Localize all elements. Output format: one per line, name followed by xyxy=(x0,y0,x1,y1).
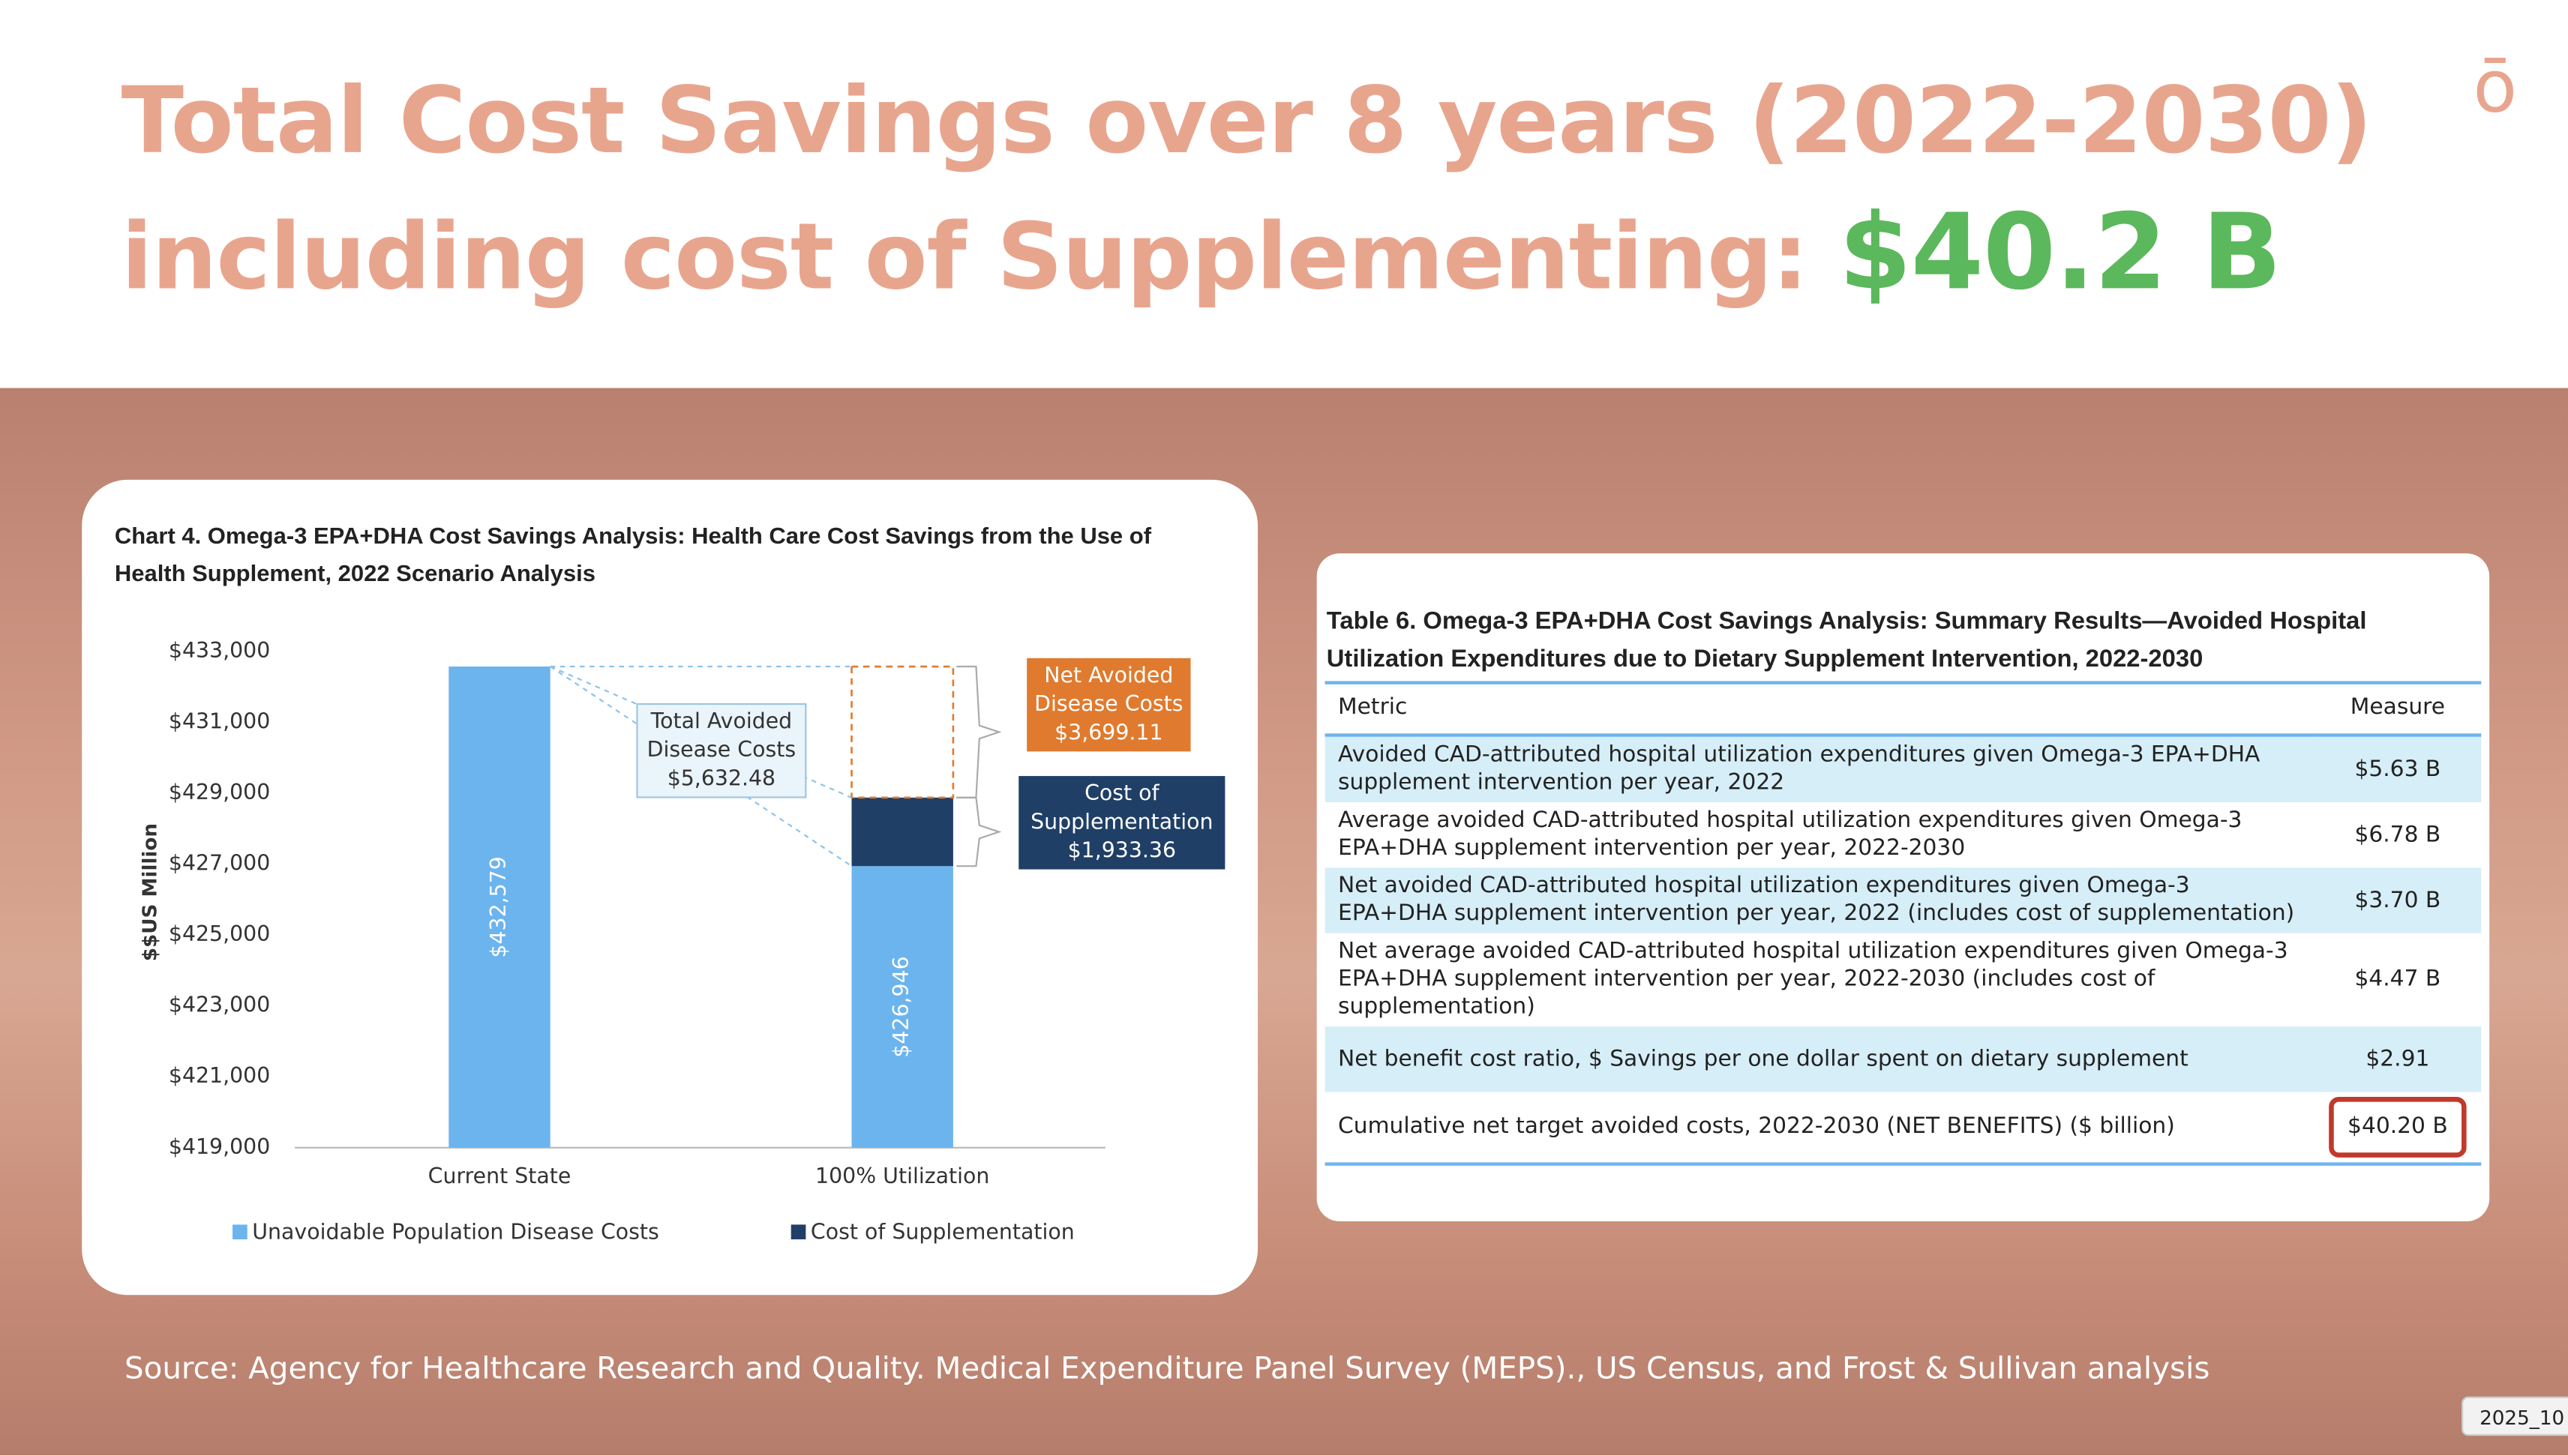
annotation-text: $3,699.11 xyxy=(1054,720,1162,744)
bar-segment xyxy=(851,797,953,867)
table-row: Average avoided CAD-attributed hospital … xyxy=(1325,802,2482,867)
file-tag: 2025_10 xyxy=(2462,1396,2568,1437)
y-tick-label: $423,000 xyxy=(169,993,270,1017)
table-cell: Net benefit cost ratio, $ Savings per on… xyxy=(1324,1026,2314,1092)
annotation-text: $1,933.36 xyxy=(1068,838,1176,863)
header-cell: Metric xyxy=(1324,681,2314,737)
y-tick-label: $429,000 xyxy=(169,780,270,804)
table: Metric Measure Avoided CAD-attributed hos… xyxy=(1324,681,2482,1166)
annotation-text: $5,632.48 xyxy=(668,765,776,790)
chart: $419,000 $421,000 $423,000 $425,000 $427,000… xyxy=(139,638,1226,1244)
y-tick-label: $427,000 xyxy=(169,851,270,876)
table-card: Table 6. Omega-3 EPA+DHA Cost Savings An… xyxy=(1316,553,2490,1222)
header: Total Cost Savings over 8 years (2022-20… xyxy=(0,0,2568,388)
table-cell: Average avoided CAD-attributed hospital … xyxy=(1338,807,2242,861)
y-tick-label: $431,000 xyxy=(169,709,270,734)
bar xyxy=(448,666,550,1148)
annotation-text: Cost of xyxy=(1084,780,1160,805)
bracket xyxy=(956,796,1002,867)
annotation-box xyxy=(1027,658,1191,752)
y-tick-label: $421,000 xyxy=(169,1063,270,1088)
title-highlight: $40.2 B xyxy=(1838,193,2282,315)
table-cell: $40.20 B xyxy=(2314,1092,2482,1166)
table-row: Net avoided CAD-attributed hospital util… xyxy=(1324,867,2482,933)
table-row: Avoided CAD-attributed hospital utilizat… xyxy=(1324,735,2482,802)
annotation-text: Total Avoided xyxy=(650,709,793,733)
y-axis-label: $$US Million xyxy=(139,823,161,961)
source: Source: Agency for Healthcare Research a… xyxy=(124,1352,2210,1387)
y-tick-label: $419,000 xyxy=(169,1134,270,1159)
legend-label: Unavoidable Population Disease Costs xyxy=(252,1219,659,1244)
table-title: Table 6. Omega-3 EPA+DHA Cost Savings An… xyxy=(1326,607,2367,673)
y-tick-label: $433,000 xyxy=(169,638,270,663)
header-cell: Measure xyxy=(2314,681,2482,737)
chart-card: Chart 4. Omega-3 EPA+DHA Cost Savings An… xyxy=(82,479,1258,1296)
legend-swatch xyxy=(790,1224,806,1240)
title-line: Total Cost Savings over 8 years (2022-20… xyxy=(121,68,2373,175)
x-tick-label: 100% Utilization xyxy=(815,1164,989,1188)
table-row: Net benefit cost ratio, $ Savings per on… xyxy=(1324,1026,2482,1092)
table-cell: $6.78 B xyxy=(2354,821,2441,848)
title-line: including cost of Supplementing: $40.2 B xyxy=(122,193,2282,315)
table-cell: Avoided CAD-attributed hospital utilizat… xyxy=(1324,735,2314,802)
bracket xyxy=(956,665,1002,798)
table-cell: Net avoided CAD-attributed hospital util… xyxy=(1324,867,2314,933)
legend-swatch xyxy=(232,1224,248,1240)
bar xyxy=(851,866,953,1148)
annotation-text: Disease Costs xyxy=(647,737,796,762)
annotation-box xyxy=(1018,776,1226,870)
annotation-box xyxy=(636,703,807,798)
chart-title: Chart 4. Omega-3 EPA+DHA Cost Savings An… xyxy=(114,523,1152,588)
title-text: including cost of Supplementing: xyxy=(121,204,1809,311)
annotation-text: Disease Costs xyxy=(1034,691,1184,716)
table-row: Cumulative net target avoided costs, 202… xyxy=(1324,1092,2482,1166)
highlight-cell: $40.20 B xyxy=(2330,1097,2466,1158)
bar-value-label: $432,579 xyxy=(486,856,511,957)
y-tick-label: $425,000 xyxy=(169,921,270,946)
table-cell: $2.91 xyxy=(2314,1026,2482,1092)
table-cell: $5.63 B xyxy=(2314,735,2482,802)
table-cell: Net average avoided CAD-attributed hospi… xyxy=(1338,938,2288,1020)
table-row: Net average avoided CAD-attributed hospi… xyxy=(1325,933,2482,1026)
annotation-text: Net Avoided xyxy=(1044,663,1173,688)
net-avoided-segment xyxy=(850,665,955,799)
table-cell: $4.47 B xyxy=(2354,966,2441,993)
x-tick-label: Current State xyxy=(428,1164,572,1188)
table-cell: Cumulative net target avoided costs, 202… xyxy=(1324,1092,2314,1166)
logo: ō xyxy=(2473,46,2518,130)
legend-label: Cost of Supplementation xyxy=(811,1219,1075,1244)
annotation-text: Supplementation xyxy=(1030,809,1213,834)
table-cell: $3.70 B xyxy=(2314,867,2482,933)
bar-value-label: $426,946 xyxy=(889,956,914,1057)
